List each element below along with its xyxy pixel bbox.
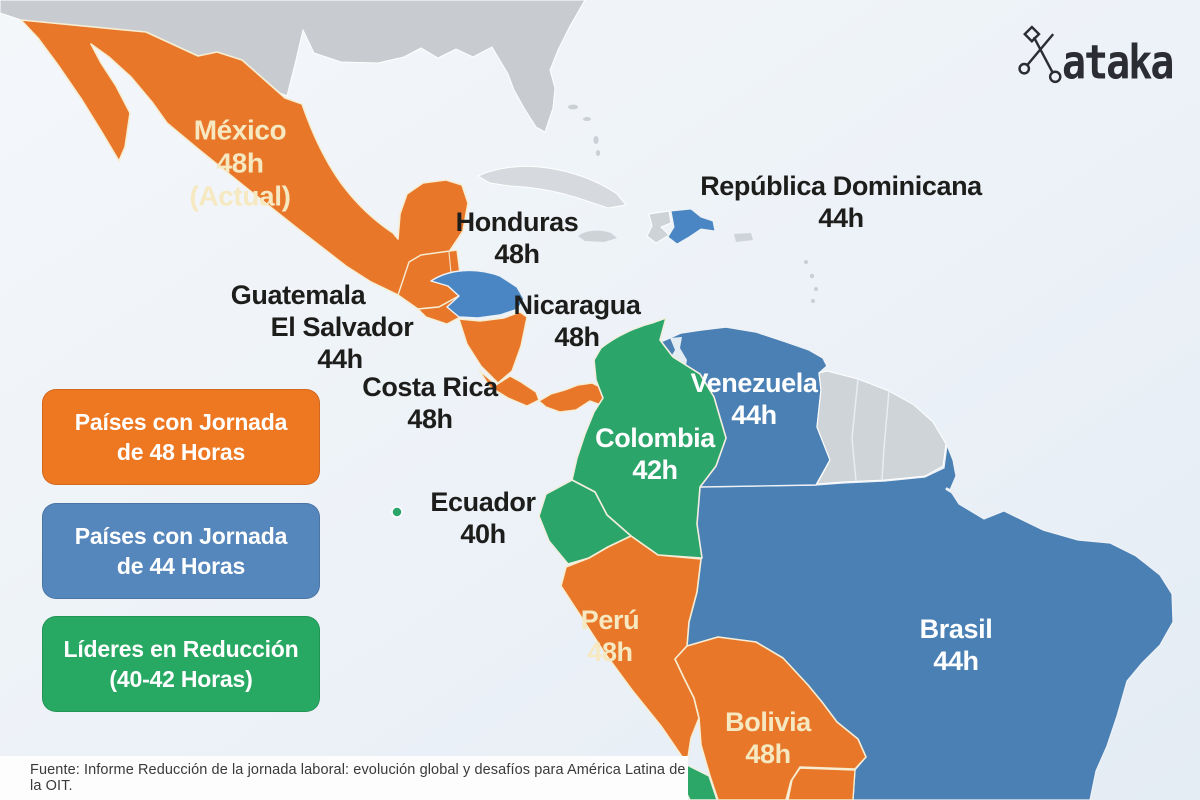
label-colombia: Colombia 42h: [595, 423, 715, 485]
country-costa-rica: [478, 369, 540, 407]
legend-item-leaders: Líderes en Reducción (40-42 Horas): [42, 616, 320, 712]
label-bolivia: Bolivia 48h: [725, 707, 811, 769]
borders-guianas: [851, 378, 890, 482]
country-dominican-republic: [667, 208, 716, 245]
country-nicaragua: [458, 311, 528, 384]
xataka-logo-text: ataka: [1062, 36, 1174, 91]
legend-item-44h: Países con Jornada de 44 Horas: [42, 503, 320, 599]
country-bolivia: [674, 636, 867, 800]
label-venezuela: Venezuela 44h: [690, 368, 818, 430]
label-costa-rica: Costa Rica 48h: [362, 372, 498, 434]
source-footer: Fuente: Informe Reducción de la jornada …: [0, 756, 688, 800]
island-puerto-rico: [734, 233, 753, 242]
islands-bahamas: [568, 104, 601, 156]
label-guatemala-el-salvador: Guatemala El Salvador 44h: [230, 280, 414, 374]
label-honduras: Honduras 48h: [455, 207, 579, 269]
label-republica-dominicana: República Dominicana 44h: [700, 171, 982, 233]
country-cuba: [476, 165, 627, 209]
country-honduras: [430, 269, 525, 319]
label-ecuador: Ecuador 40h: [430, 487, 536, 549]
islands-galapagos: [391, 506, 403, 518]
river-amazon-mouth: [945, 487, 998, 510]
legend-item-48h: Países con Jornada de 48 Horas: [42, 389, 320, 485]
label-nicaragua: Nicaragua 48h: [513, 290, 641, 352]
region-guianas: [816, 370, 947, 485]
country-jamaica: [578, 230, 617, 242]
country-mexico: [20, 19, 469, 296]
label-mexico: México 48h (Actual): [189, 114, 291, 212]
source-text: Fuente: Informe Reducción de la jornada …: [30, 762, 686, 794]
country-paraguay: [787, 767, 856, 800]
label-peru: Perú 48h: [580, 605, 640, 667]
label-brasil: Brasil 44h: [919, 614, 993, 676]
xataka-logo: ataka: [1016, 24, 1174, 95]
xataka-logo-icon: [1016, 24, 1066, 95]
